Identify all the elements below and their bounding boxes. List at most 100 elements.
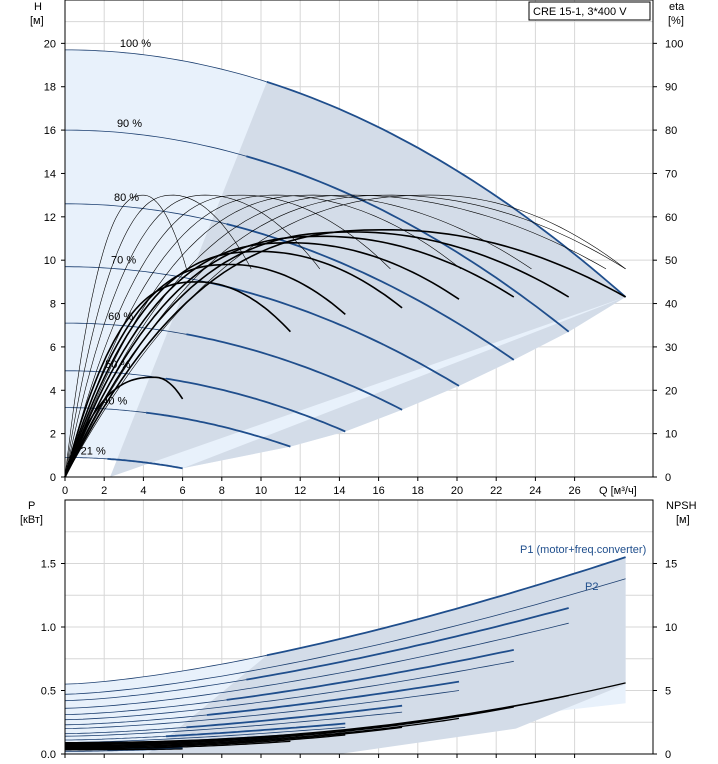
y2-tick-label: 70 — [665, 168, 677, 180]
y-tick-label: 14 — [44, 168, 56, 180]
head-axis-label: H — [34, 1, 42, 13]
npsh-axis-unit: [м] — [676, 514, 690, 526]
y-tick-label: 4 — [50, 385, 56, 397]
y-tick-label: 6 — [50, 342, 56, 354]
eta-axis-unit: [%] — [668, 15, 684, 27]
y-tick-label: 16 — [44, 125, 56, 137]
p1-curve — [186, 704, 403, 729]
p2-curve-label: P2 — [585, 581, 598, 593]
eta-curve — [64, 376, 184, 478]
p2-curve — [64, 690, 460, 729]
speed-label: 60 % — [108, 311, 133, 323]
power-regions — [65, 557, 626, 754]
x-tick-label: 24 — [529, 485, 541, 497]
power-npsh-panel: 0.0 0.5 1.0 1.5 0 5 10 15 P [кВт] NPSH [м] P1 (… — [20, 499, 697, 762]
y-tick-label: 18 — [44, 82, 56, 94]
p2-curve — [64, 578, 626, 695]
eta-curve — [64, 281, 291, 478]
eta-curve-thin — [64, 194, 626, 478]
p1-curve — [206, 680, 460, 716]
qh-curve — [107, 458, 183, 470]
y2-tick-label: 90 — [665, 82, 677, 94]
y2-tick-label: 30 — [665, 342, 677, 354]
eta-curve-thin — [64, 194, 462, 478]
x-tick-label: 4 — [140, 485, 146, 497]
eta-curve-thin — [64, 194, 391, 478]
p2-curve — [64, 711, 403, 737]
y2-tick-label: 10 — [665, 622, 677, 634]
x-tick-label: 8 — [219, 485, 225, 497]
eta-curve-thin — [64, 194, 532, 478]
p1-curve — [246, 607, 569, 681]
x-tick-label: 26 — [568, 485, 580, 497]
npsh-curve — [65, 694, 569, 745]
qh-curve-thin — [65, 49, 267, 83]
power-recommended-range — [147, 557, 626, 754]
speed-label: 80 % — [114, 192, 139, 204]
eta-curve-thin — [64, 194, 187, 478]
qh-curve — [206, 281, 460, 387]
head-axis-unit: [м] — [30, 15, 44, 27]
npsh-curve — [65, 717, 460, 747]
y-tick-label: 0.5 — [41, 686, 56, 698]
head-axes: 0 2 4 6 8 10 12 14 16 18 20 22 24 2602468101214161820… — [44, 38, 684, 497]
qh-curve — [146, 411, 291, 448]
speed-label: 90 % — [117, 118, 142, 130]
p1-curve-thin — [64, 699, 227, 715]
npsh-curve — [65, 748, 183, 751]
p1-curve-thin — [65, 735, 166, 741]
eta-curve — [64, 250, 403, 478]
eta-curve-thin — [64, 194, 252, 478]
y2-tick-label: 10 — [665, 429, 677, 441]
x-tick-label: 18 — [412, 485, 424, 497]
y-tick-label: 8 — [50, 299, 56, 311]
npsh-curves — [65, 682, 626, 751]
y2-tick-label: 0 — [665, 749, 671, 761]
npsh-curve — [65, 726, 403, 748]
p1-curve-thin — [64, 654, 267, 685]
npsh-axis-label: NPSH — [666, 500, 697, 512]
y2-tick-label: 0 — [665, 472, 671, 484]
eta-curve — [64, 235, 515, 478]
flow-axis-label: Q [м³/ч] — [599, 485, 637, 497]
qh-curve — [165, 377, 346, 433]
power-curves — [64, 556, 626, 752]
p1-curve — [165, 722, 346, 738]
x-tick-label: 22 — [490, 485, 502, 497]
x-tick-label: 0 — [62, 485, 68, 497]
y-tick-label: 10 — [44, 255, 56, 267]
qh-curve-thin — [65, 407, 147, 414]
speed-label: 50 % — [105, 359, 130, 371]
eta-curve — [64, 263, 346, 478]
y-tick-label: 12 — [44, 212, 56, 224]
chart-title: CRE 15-1, 3*400 V — [533, 6, 627, 18]
qh-curve — [226, 223, 515, 361]
eta-axis-label: eta — [669, 1, 685, 13]
qh-curve-thin — [65, 129, 247, 157]
title-box — [528, 1, 651, 21]
qh-curve — [186, 333, 403, 411]
power-axes: 0.0 0.5 1.0 1.5 0 5 10 15 — [41, 559, 678, 762]
speed-label: 21 % — [81, 445, 106, 457]
operating-regions — [65, 49, 626, 478]
x-tick-label: 2 — [101, 485, 107, 497]
x-tick-label: 16 — [372, 485, 384, 497]
power-axis-unit: [кВт] — [20, 514, 43, 526]
x-tick-label: 6 — [180, 485, 186, 497]
x-tick-label: 20 — [451, 485, 463, 497]
y-tick-label: 2 — [50, 429, 56, 441]
eta-curve-thin — [64, 194, 626, 478]
eta-curve — [64, 242, 460, 478]
x-tick-label: 14 — [333, 485, 345, 497]
qh-curve-thin — [65, 322, 187, 335]
p1-curve-label: P1 (motor+freq.converter) — [520, 544, 646, 556]
npsh-curve — [65, 734, 346, 749]
p2-curve — [64, 660, 514, 721]
speed-labels: 100 % 90 % 80 % 70 % 60 % 50 % 40 % 21 % — [81, 38, 152, 458]
p1-curve-thin — [64, 714, 207, 726]
recommended-operating-range — [110, 81, 626, 478]
y2-tick-label: 20 — [665, 385, 677, 397]
p2-curve — [64, 726, 346, 743]
y-tick-label: 0.0 — [41, 749, 56, 761]
x-tick-label: 12 — [294, 485, 306, 497]
